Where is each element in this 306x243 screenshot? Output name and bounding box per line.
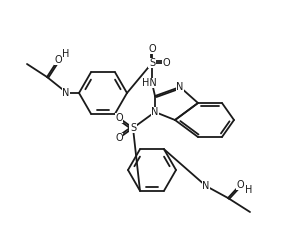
Text: O: O <box>162 58 170 68</box>
Text: O: O <box>115 113 123 123</box>
Text: N: N <box>151 107 159 117</box>
Text: O: O <box>148 44 156 54</box>
Text: S: S <box>130 123 136 133</box>
Text: HN: HN <box>142 78 156 88</box>
Text: S: S <box>149 58 155 68</box>
Text: H: H <box>62 49 70 59</box>
Text: O: O <box>115 133 123 143</box>
Text: N: N <box>62 88 70 98</box>
Text: N: N <box>176 82 184 92</box>
Text: O: O <box>236 180 244 190</box>
Text: H: H <box>245 185 253 195</box>
Text: N: N <box>202 181 210 191</box>
Text: O: O <box>54 55 62 65</box>
